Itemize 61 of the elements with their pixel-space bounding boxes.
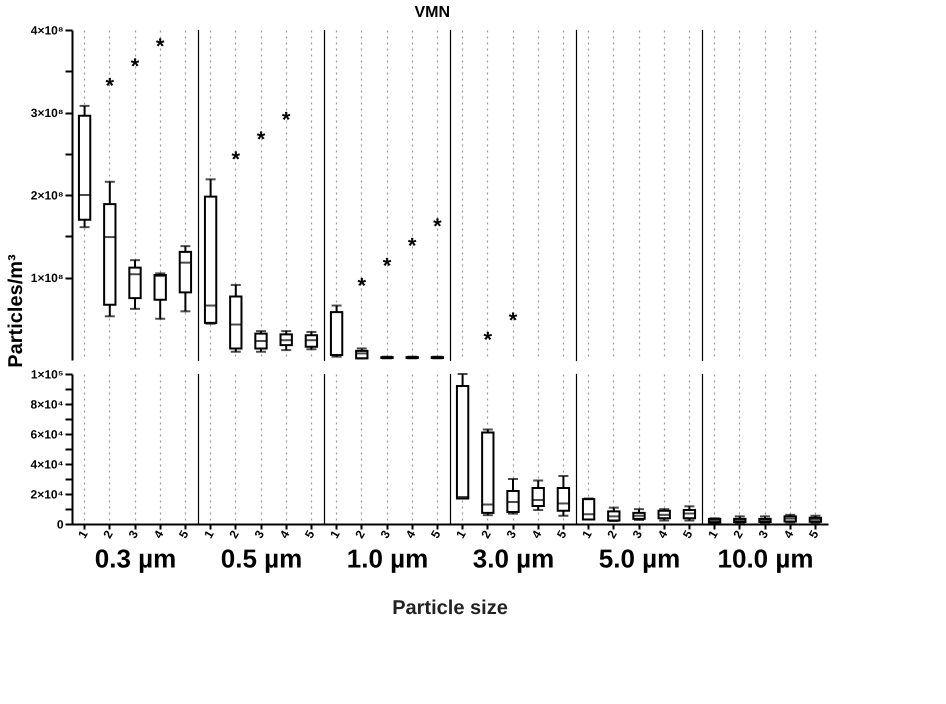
x-tick-label: 4: [654, 528, 670, 541]
annotation: *: [382, 252, 392, 278]
x-tick-label: 4: [528, 528, 544, 541]
x-tick-label: 2: [730, 528, 746, 541]
x-axis-title: 1.0 µm: [346, 543, 428, 574]
x-tick-label: 1: [327, 528, 343, 541]
x-tick-label: 5: [806, 528, 822, 541]
y-tick-label: 4×10⁸: [30, 24, 64, 38]
x-tick-label: 5: [680, 528, 696, 541]
x-tick-label: 5: [176, 528, 192, 541]
annotation: *: [156, 34, 165, 58]
annotation: *: [130, 53, 140, 78]
x-tick-label: 2: [604, 528, 620, 541]
annotation: *: [106, 73, 115, 98]
y-tick-label: 6×10⁴: [30, 428, 64, 442]
x-axis-title: 0.5 µm: [220, 543, 302, 574]
y-tick-label: 2×10⁴: [30, 488, 64, 502]
annotation: *: [358, 272, 367, 298]
x-tick-label: 2: [478, 528, 494, 541]
x-axis-title: 0.3 µm: [94, 543, 176, 574]
x-tick-label: 4: [276, 528, 292, 541]
x-tick-label: 3: [378, 528, 394, 541]
annotation: *: [256, 126, 266, 152]
x-tick-label: 1: [453, 528, 469, 541]
chart-title: VMN: [414, 4, 450, 21]
y-tick-label: 4×10⁴: [30, 458, 64, 472]
x-tick-label: 1: [705, 528, 721, 541]
x-tick-label: 4: [780, 528, 796, 541]
x-tick-label: 3: [252, 528, 268, 541]
y-axis-title: Particles/m³: [5, 254, 28, 368]
x-tick-label: 5: [554, 528, 570, 541]
annotation: *: [232, 146, 241, 172]
x-tick-label: 2: [226, 528, 242, 541]
text: Particle size: [392, 597, 508, 619]
x-tick-label: 2: [352, 528, 368, 541]
y-tick-label: 2×10⁸: [30, 188, 64, 202]
x-tick-label: 2: [100, 528, 116, 541]
x-tick-label: 1: [201, 528, 217, 541]
annotation: *: [408, 233, 417, 258]
x-tick-label: 1: [75, 528, 91, 541]
annotation: *: [433, 213, 442, 238]
y-tick-label: 3×10⁸: [30, 106, 64, 120]
x-tick-label: 3: [126, 528, 142, 541]
x-axis-title: 10.0 µm: [718, 543, 814, 574]
x-tick-label: 5: [428, 528, 444, 541]
annotation: *: [282, 106, 291, 132]
x-tick-label: 5: [302, 528, 318, 541]
annotation: *: [484, 327, 493, 352]
y-tick-label: 8×10⁴: [30, 398, 64, 412]
x-axis-title: 3.0 µm: [472, 543, 554, 574]
x-tick-label: 1: [579, 528, 595, 541]
y-tick-label: 1×10⁸: [30, 271, 64, 285]
annotation: *: [508, 307, 518, 332]
x-tick-label: 3: [630, 528, 646, 541]
x-tick-label: 4: [150, 528, 166, 541]
x-axis-title: 5.0 µm: [598, 543, 680, 574]
y-tick-label: 0: [56, 518, 64, 532]
x-tick-label: 3: [504, 528, 520, 541]
y-tick-label: 1×10⁵: [30, 368, 64, 382]
x-tick-label: 3: [756, 528, 772, 541]
x-tick-label: 4: [402, 528, 418, 541]
